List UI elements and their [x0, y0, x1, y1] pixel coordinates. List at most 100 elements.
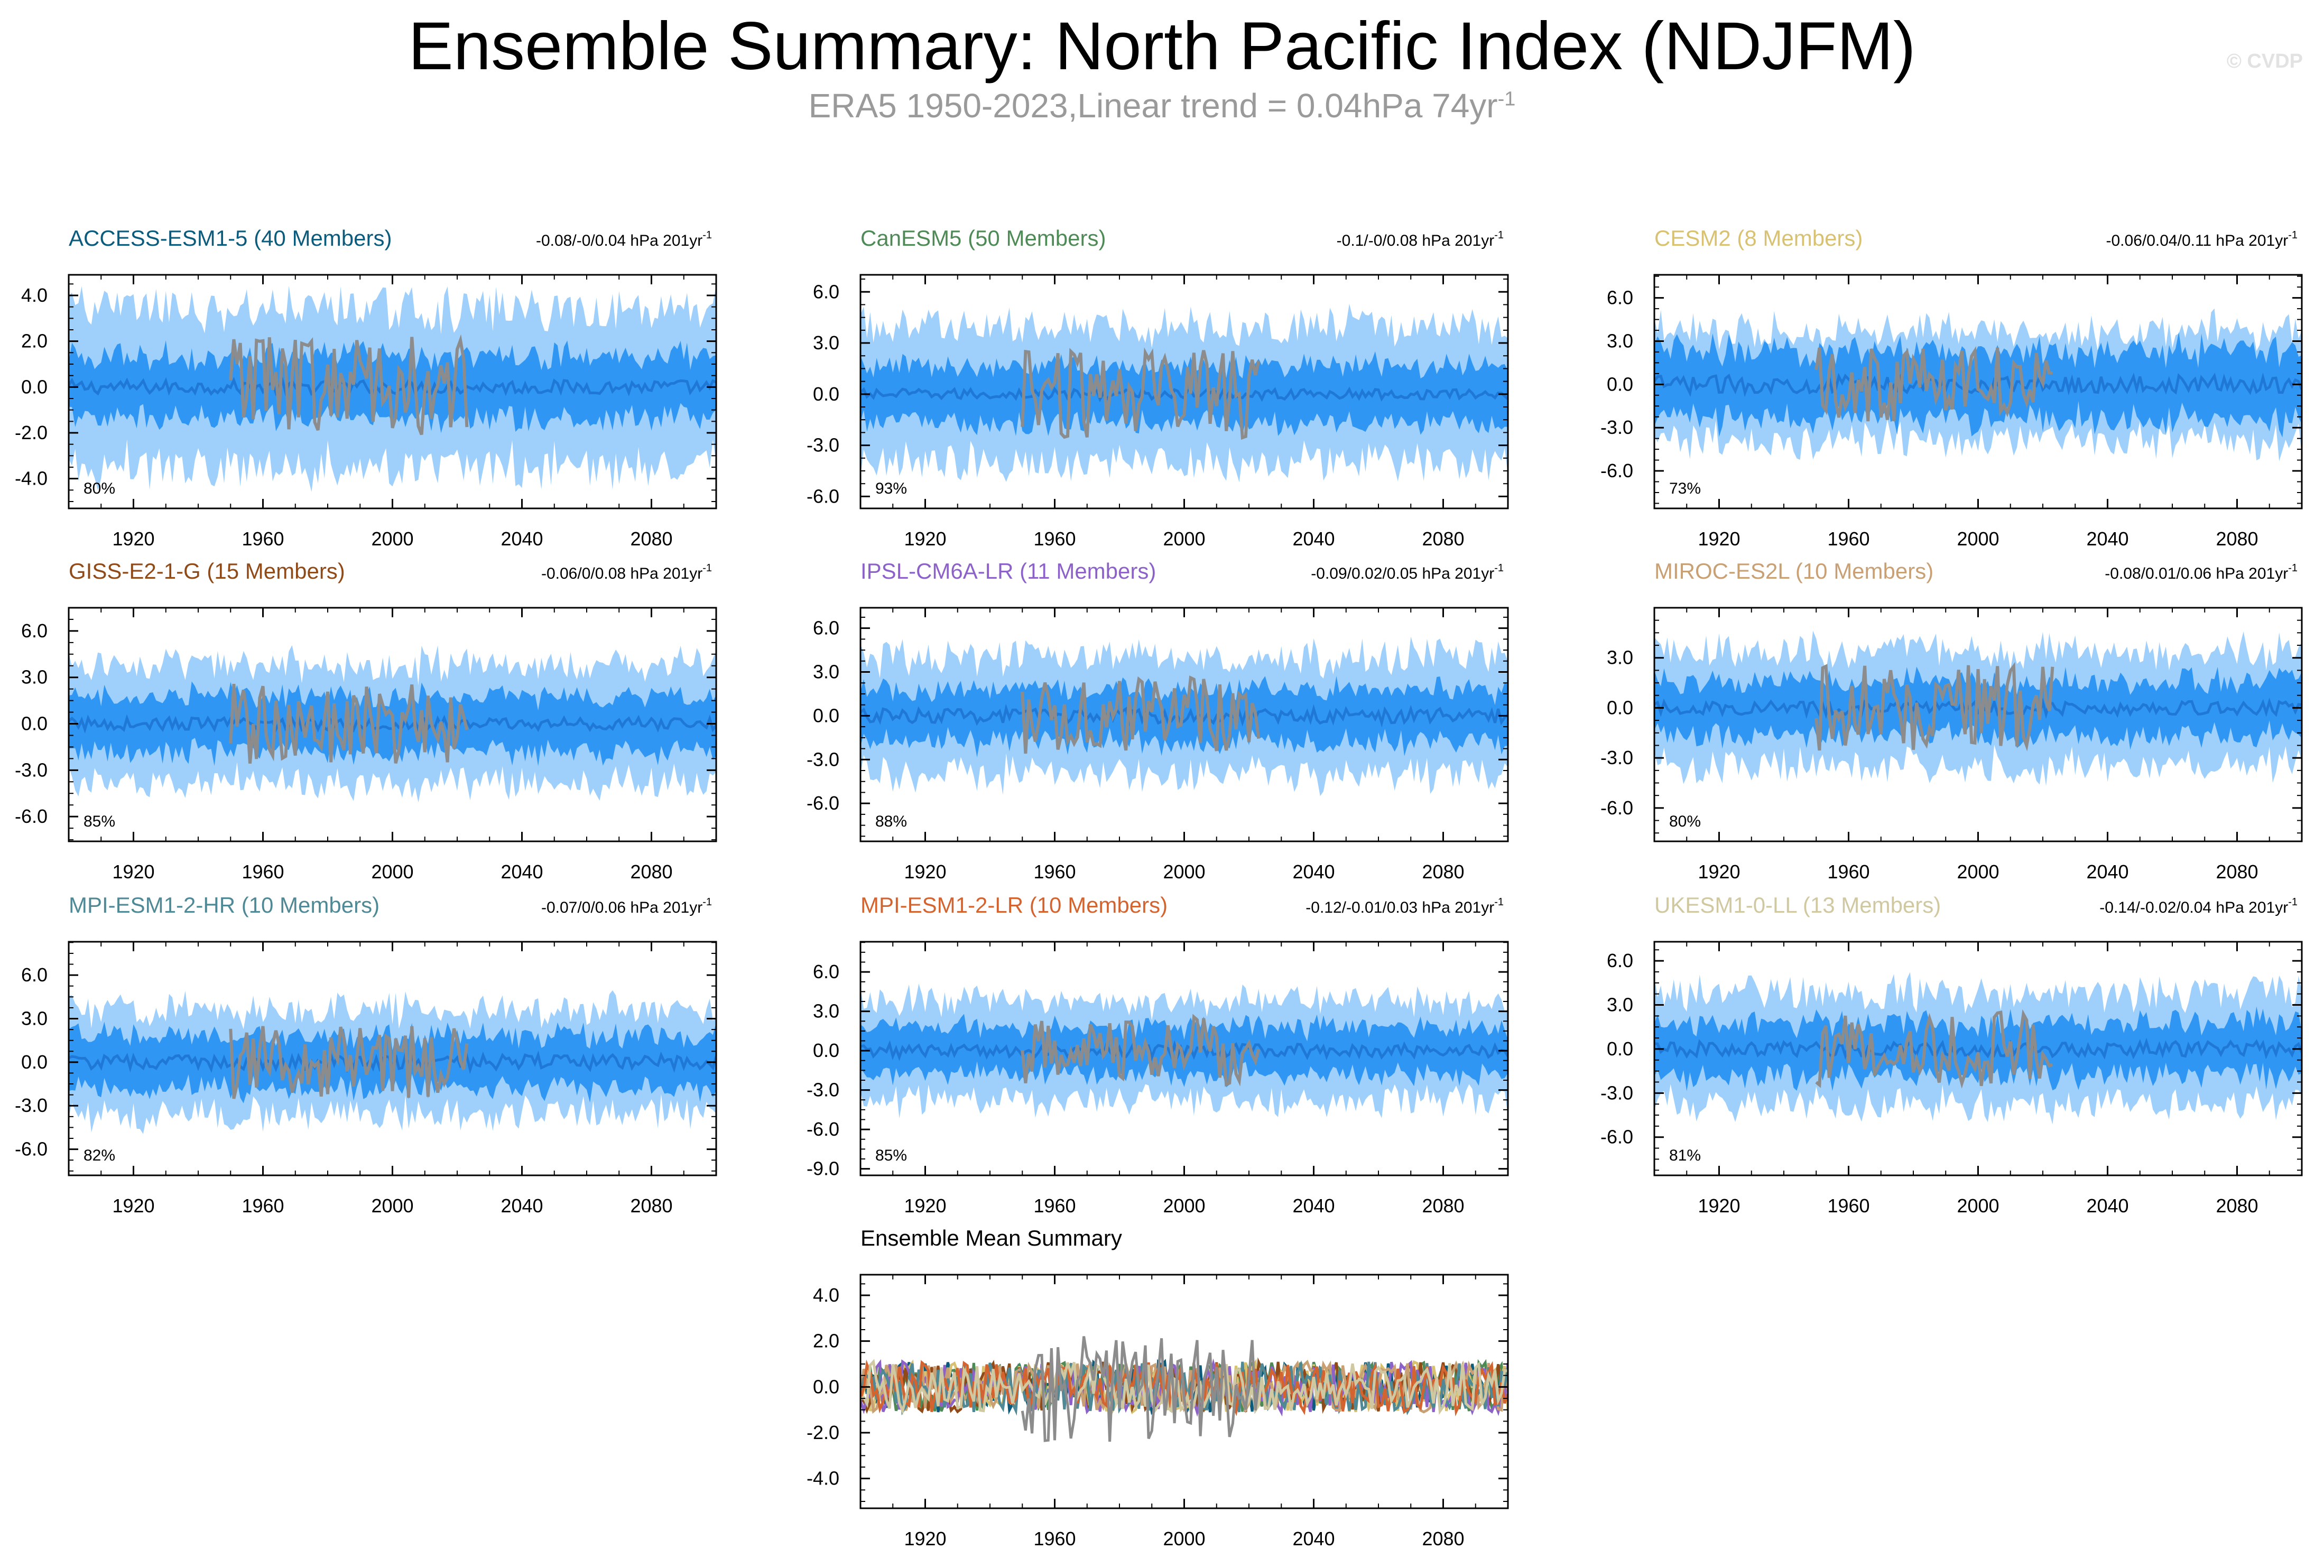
observations-line	[229, 1026, 469, 1099]
y-tick-label: -4.0	[15, 468, 48, 489]
y-tick-label: 3.0	[813, 332, 839, 354]
y-tick-label: 0.0	[1607, 697, 1633, 718]
x-tick-label: 1920	[904, 861, 946, 883]
y-tick-label: -2.0	[15, 422, 48, 443]
x-tick-label: 2000	[1163, 1195, 1205, 1217]
watermark: © CVDP	[2226, 50, 2303, 72]
x-tick-label: 2000	[1957, 861, 1999, 883]
x-tick-label: 1960	[242, 1195, 284, 1217]
percent-label: 80%	[1669, 813, 1701, 830]
panel-trend-stat: -0.1/-0/0.08 hPa 201yr-1	[1337, 229, 1504, 249]
y-tick-label: 0.0	[813, 1376, 839, 1397]
y-tick-label: -6.0	[807, 485, 839, 507]
percent-label: 81%	[1669, 1147, 1701, 1164]
ensemble-mean-line	[1654, 698, 2302, 719]
y-tick-label: 4.0	[813, 1284, 839, 1306]
plot-area	[69, 285, 716, 492]
observations-line	[1814, 662, 2054, 751]
y-tick-label: 0.0	[21, 376, 48, 397]
panel-trend-stat: -0.06/0/0.08 hPa 201yr-1	[541, 562, 712, 582]
y-tick-label: 6.0	[813, 961, 839, 982]
x-tick-label: 2080	[2216, 1195, 2258, 1217]
x-tick-label: 2000	[1163, 528, 1205, 550]
y-tick-label: 6.0	[21, 620, 48, 642]
plot-area	[1654, 308, 2302, 461]
x-tick-label: 1960	[1033, 1195, 1076, 1217]
panel-title: UKESM1-0-LL (13 Members)	[1654, 893, 1941, 917]
x-tick-label: 1920	[904, 1528, 946, 1550]
y-tick-label: 2.0	[21, 330, 48, 352]
x-tick-label: 1960	[242, 528, 284, 550]
x-tick-label: 2040	[501, 528, 543, 550]
plot-area	[860, 636, 1508, 796]
panel-title: MPI-ESM1-2-HR (10 Members)	[69, 893, 379, 917]
x-tick-label: 1920	[1698, 1195, 1740, 1217]
chart-panel-2: CanESM5 (50 Members) -0.1/-0/0.08 hPa 201…	[807, 226, 1509, 550]
x-tick-label: 1960	[1033, 1528, 1076, 1550]
panel-title: MPI-ESM1-2-LR (10 Members)	[860, 893, 1168, 917]
ensemble-mean-line	[860, 703, 1508, 728]
plot-area	[860, 1336, 1508, 1442]
observations-line	[229, 683, 469, 764]
chart-panel-3: CESM2 (8 Members) -0.06/0.04/0.11 hPa 201…	[1600, 226, 2303, 550]
x-tick-label: 1960	[1033, 528, 1076, 550]
x-tick-label: 2080	[1422, 528, 1464, 550]
observations-line	[1021, 675, 1261, 754]
y-tick-label: 6.0	[1607, 287, 1633, 309]
y-tick-label: -6.0	[1600, 460, 1633, 481]
panel-trend-stat: -0.09/0.02/0.05 hPa 201yr-1	[1311, 562, 1504, 582]
y-tick-label: 0.0	[1607, 1038, 1633, 1060]
y-tick-label: -9.0	[807, 1158, 839, 1180]
panel-title: GISS-E2-1-G (15 Members)	[69, 559, 345, 583]
panel-title: MIROC-ES2L (10 Members)	[1654, 559, 1933, 583]
plot-area	[860, 984, 1508, 1119]
percent-label: 85%	[84, 813, 115, 830]
y-tick-label: -6.0	[807, 1118, 839, 1140]
y-tick-label: 6.0	[1607, 950, 1633, 971]
y-tick-label: 3.0	[21, 1008, 48, 1029]
panel-trend-stat: -0.06/0.04/0.11 hPa 201yr-1	[2106, 229, 2298, 249]
subtitle-text: ERA5 1950-2023,Linear trend = 0.04hPa 74…	[808, 87, 1498, 125]
x-tick-label: 1960	[1827, 528, 1869, 550]
y-tick-label: 6.0	[21, 964, 48, 986]
ensemble-mean-line	[69, 376, 716, 397]
observations-line	[1814, 346, 2053, 422]
x-tick-label: 2080	[1422, 861, 1464, 883]
x-tick-label: 2080	[2216, 528, 2258, 550]
chart-panel-8: MPI-ESM1-2-LR (10 Members) -0.12/-0.01/0.…	[807, 893, 1509, 1217]
band-25-75	[1654, 1006, 2302, 1091]
plot-area	[860, 303, 1508, 483]
panel-title: IPSL-CM6A-LR (11 Members)	[860, 559, 1156, 583]
chart-panel-4: GISS-E2-1-G (15 Members) -0.06/0/0.08 hPa…	[15, 559, 717, 883]
chart-panel-5: IPSL-CM6A-LR (11 Members) -0.09/0.02/0.05…	[807, 559, 1509, 883]
y-tick-label: 0.0	[813, 383, 839, 405]
x-tick-label: 2000	[371, 1195, 413, 1217]
percent-label: 93%	[875, 480, 907, 497]
y-tick-label: 3.0	[813, 1000, 839, 1022]
y-tick-label: -3.0	[807, 434, 839, 456]
panel-trend-stat: -0.07/0/0.06 hPa 201yr-1	[541, 896, 712, 916]
plot-area	[1654, 630, 2302, 786]
y-tick-label: 0.0	[813, 704, 839, 726]
panel-title: CESM2 (8 Members)	[1654, 226, 1863, 250]
y-tick-label: -4.0	[807, 1468, 839, 1489]
y-tick-label: 0.0	[21, 713, 48, 735]
y-tick-label: 6.0	[813, 617, 839, 639]
x-tick-label: 2080	[630, 1195, 672, 1217]
plot-area	[1654, 972, 2302, 1125]
plot-area	[69, 990, 716, 1134]
page-subtitle: ERA5 1950-2023,Linear trend = 0.04hPa 74…	[0, 87, 2324, 124]
y-tick-label: -3.0	[1600, 747, 1633, 768]
y-tick-label: 6.0	[813, 281, 839, 302]
percent-label: 85%	[875, 1147, 907, 1164]
y-tick-label: 4.0	[21, 284, 48, 306]
x-tick-label: 1920	[1698, 861, 1740, 883]
x-tick-label: 1920	[112, 1195, 154, 1217]
x-tick-label: 1920	[1698, 528, 1740, 550]
ensemble-mean-line	[860, 1040, 1508, 1062]
y-tick-label: 0.0	[1607, 373, 1633, 395]
x-tick-label: 2000	[1957, 1195, 1999, 1217]
x-tick-label: 2080	[1422, 1195, 1464, 1217]
x-tick-label: 2080	[630, 861, 672, 883]
